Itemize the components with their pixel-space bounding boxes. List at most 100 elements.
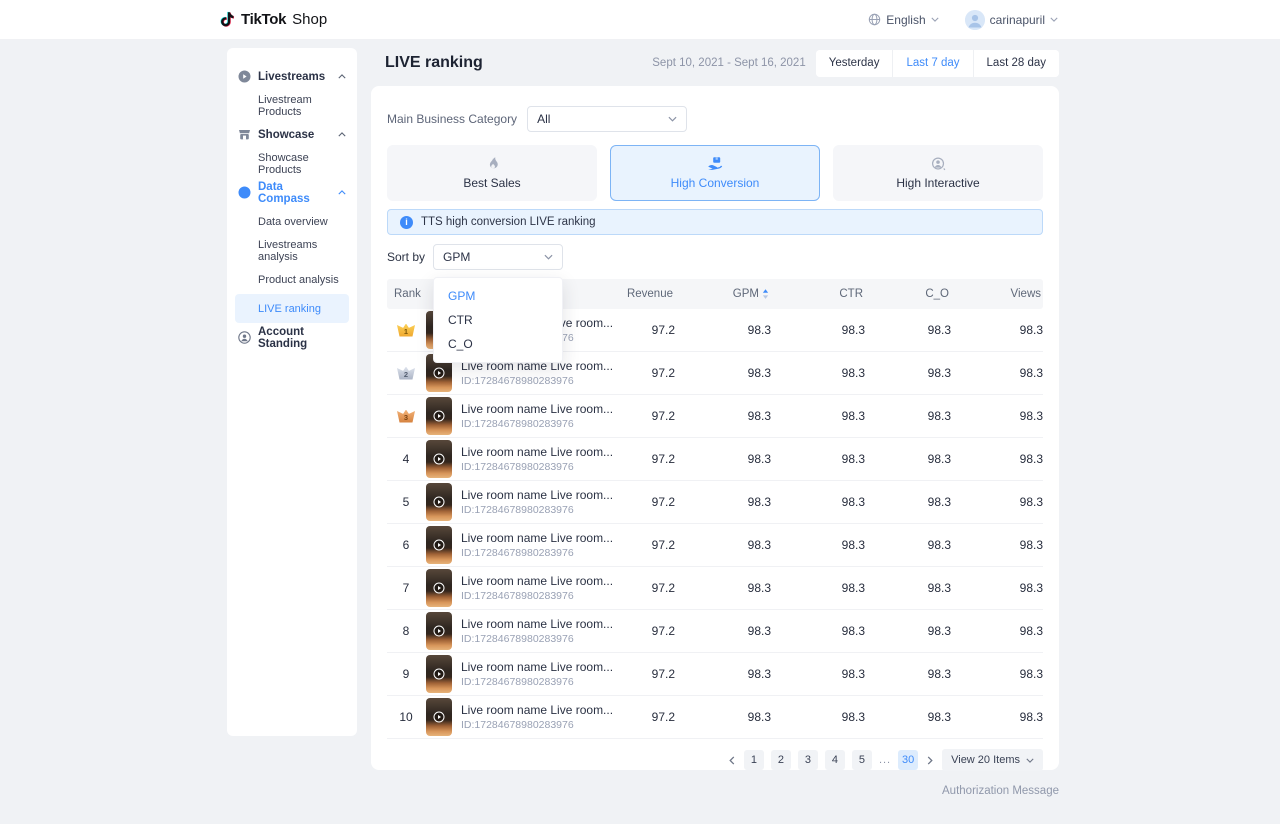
views-value: 98.3	[1019, 538, 1043, 552]
col-gpm[interactable]: GPM	[675, 288, 771, 300]
page-3-button[interactable]: 3	[797, 750, 818, 770]
revenue-value: 97.2	[651, 323, 675, 337]
gpm-value: 98.3	[747, 366, 771, 380]
live-room-thumbnail	[426, 526, 452, 564]
last-7-day-button[interactable]: Last 7 day	[892, 49, 973, 77]
table-row[interactable]: 2 Live room name Live room... ID:1728467…	[387, 352, 1043, 395]
sidebar-item-account-standing[interactable]: Account Standing	[235, 323, 349, 352]
sidebar-item-data-overview[interactable]: Data overview	[258, 215, 328, 228]
table-row[interactable]: 4 Live room name Live room... ID:1728467…	[387, 438, 1043, 481]
c-o-value: 98.3	[927, 452, 951, 466]
sort-select[interactable]: GPM	[433, 244, 564, 270]
sidebar-item-live-ranking[interactable]: LIVE ranking	[235, 294, 349, 323]
table-row[interactable]: 6 Live room name Live room... ID:1728467…	[387, 524, 1043, 567]
chevron-down-icon	[1026, 758, 1034, 763]
gpm-value: 98.3	[747, 323, 771, 337]
live-room-thumbnail	[426, 440, 452, 478]
play-icon	[433, 625, 445, 637]
play-icon	[433, 668, 445, 680]
tab-high-conversion[interactable]: High Conversion	[610, 145, 820, 201]
table-row[interactable]: 9 Live room name Live room... ID:1728467…	[387, 653, 1043, 696]
gpm-value: 98.3	[747, 710, 771, 724]
table-row[interactable]: 7 Live room name Live room... ID:1728467…	[387, 567, 1043, 610]
hand-box-icon	[708, 157, 723, 170]
views-value: 98.3	[1019, 710, 1043, 724]
rank-number: 10	[399, 710, 413, 724]
brand-suffix: Shop	[292, 11, 328, 28]
sidebar-item-livestreams-analysis[interactable]: Livestreams analysis	[258, 238, 318, 263]
live-room-thumbnail	[426, 612, 452, 650]
revenue-value: 97.2	[651, 667, 675, 681]
ranking-type-tabs: Best Sales High Conversion High	[387, 145, 1043, 201]
gpm-value: 98.3	[747, 581, 771, 595]
user-menu[interactable]: carinapuril	[964, 9, 1058, 30]
views-value: 98.3	[1019, 409, 1043, 423]
live-room-thumbnail	[426, 397, 452, 435]
sidebar-item-product-analysis[interactable]: Product analysis	[258, 273, 339, 286]
yesterday-button[interactable]: Yesterday	[815, 49, 893, 77]
page-title: LIVE ranking	[385, 54, 483, 71]
next-page-button[interactable]	[925, 754, 935, 767]
ctr-value: 98.3	[841, 495, 865, 509]
ctr-value: 98.3	[841, 366, 865, 380]
table-row[interactable]: 10 Live room name Live room... ID:172846…	[387, 696, 1043, 739]
page-2-button[interactable]: 2	[770, 750, 791, 770]
rank-number: 5	[402, 495, 410, 509]
live-room-title: Live room name Live room...	[461, 660, 614, 674]
table-row[interactable]: 8 Live room name Live room... ID:1728467…	[387, 610, 1043, 653]
c-o-value: 98.3	[927, 624, 951, 638]
language-selector[interactable]: English	[868, 13, 939, 27]
rank-number: 6	[402, 538, 410, 552]
sidebar-item-showcase-products[interactable]: Showcase Products	[258, 151, 309, 176]
sidebar-item-livestreams[interactable]: Livestreams	[235, 62, 349, 91]
sidebar-item-livestream-products[interactable]: Livestream Products	[258, 93, 312, 118]
chevron-down-icon	[1050, 17, 1058, 22]
info-icon: i	[400, 215, 413, 229]
sort-arrows-icon	[762, 289, 769, 299]
table-body: 1 Live room name Live room... ID:1728467…	[387, 309, 1043, 739]
play-icon	[433, 711, 445, 723]
sort-by-label: Sort by	[387, 250, 426, 264]
tab-best-sales[interactable]: Best Sales	[387, 145, 597, 201]
date-range-label: Sept 10, 2021 - Sept 16, 2021	[652, 57, 806, 69]
chevron-up-icon	[338, 190, 346, 195]
tiktok-shop-logo: TikTok Shop	[220, 10, 327, 29]
page-4-button[interactable]: 4	[824, 750, 845, 770]
chevron-up-icon	[338, 74, 346, 79]
ctr-value: 98.3	[841, 667, 865, 681]
live-icon	[238, 70, 251, 83]
prev-page-button[interactable]	[727, 754, 737, 767]
live-room-title: Live room name Live room...	[461, 617, 614, 631]
page-size-select[interactable]: View 20 Items	[942, 749, 1043, 771]
sort-option-gpm[interactable]: GPM	[448, 289, 476, 303]
page-ellipsis: ...	[878, 754, 892, 766]
rank-medal-icon: 2	[397, 366, 415, 380]
sort-option-c-o[interactable]: C_O	[448, 337, 473, 351]
chevron-up-icon	[338, 132, 346, 137]
sidebar-item-showcase[interactable]: Showcase	[235, 120, 349, 149]
c-o-value: 98.3	[927, 581, 951, 595]
live-room-title: Live room name Live room...	[461, 445, 614, 459]
last-28-day-button[interactable]: Last 28 day	[972, 49, 1059, 77]
tab-high-interactive[interactable]: High Interactive	[833, 145, 1043, 201]
gpm-value: 98.3	[747, 538, 771, 552]
authorization-message-link[interactable]: Authorization Message	[942, 785, 1059, 797]
chevron-down-icon	[668, 116, 677, 122]
live-room-id: ID:17284678980283976	[461, 547, 574, 559]
page-5-button[interactable]: 5	[851, 750, 872, 770]
chevron-down-icon	[544, 254, 553, 260]
page-30-button[interactable]: 30	[898, 750, 919, 770]
page-1-button[interactable]: 1	[743, 750, 764, 770]
table-row[interactable]: 3 Live room name Live room... ID:1728467…	[387, 395, 1043, 438]
col-rank: Rank	[394, 288, 421, 300]
c-o-value: 98.3	[927, 366, 951, 380]
play-icon	[433, 367, 445, 379]
sort-option-ctr[interactable]: CTR	[448, 313, 473, 327]
sidebar-item-data-compass[interactable]: Data Compass	[235, 178, 349, 207]
play-icon	[433, 453, 445, 465]
revenue-value: 97.2	[651, 581, 675, 595]
gpm-value: 98.3	[747, 495, 771, 509]
category-select[interactable]: All	[527, 106, 688, 132]
sort-dropdown-menu: GPM CTR C_O	[433, 277, 563, 363]
table-row[interactable]: 5 Live room name Live room... ID:1728467…	[387, 481, 1043, 524]
